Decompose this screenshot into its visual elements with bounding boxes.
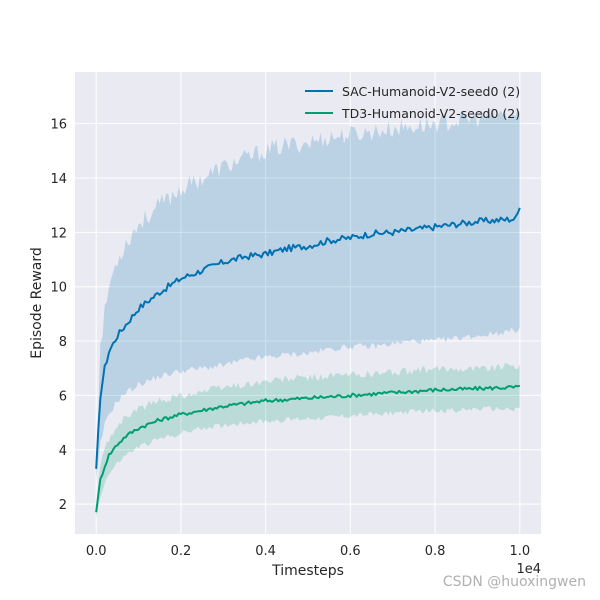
x-tick-label: 0.6 xyxy=(340,544,361,559)
confidence-bands xyxy=(96,107,520,518)
y-tick-label: 6 xyxy=(59,389,67,404)
y-tick-label: 4 xyxy=(59,444,67,459)
y-tick-labels: 2 4 6 8 10 12 14 16 xyxy=(50,118,67,513)
series-lines xyxy=(95,207,521,513)
plot-background xyxy=(75,72,541,534)
x-tick-label: 0.8 xyxy=(425,544,446,559)
x-tick-labels: 0.0 0.2 0.4 0.6 0.8 1.0 xyxy=(86,544,530,559)
y-axis-label: Episode Reward xyxy=(29,247,45,359)
y-tick-label: 16 xyxy=(50,118,67,133)
x-tick-label: 0.4 xyxy=(255,544,276,559)
legend-label-td3: TD3-Humanoid-V2-seed0 (2) xyxy=(341,106,520,121)
series-line-td3 xyxy=(95,384,520,513)
watermark-text: CSDN @huoxingwen xyxy=(442,574,586,590)
y-tick-label: 10 xyxy=(50,281,67,296)
x-tick-label: 0.2 xyxy=(171,544,192,559)
grid xyxy=(75,72,541,534)
y-tick-label: 12 xyxy=(50,226,67,241)
legend: SAC-Humanoid-V2-seed0 (2) TD3-Humanoid-V… xyxy=(305,84,520,121)
series-line-sac xyxy=(95,207,521,469)
y-tick-label: 2 xyxy=(59,498,67,513)
x-axis-label: Timesteps xyxy=(271,563,344,579)
confidence-band-sac xyxy=(96,107,520,480)
x-tick-label: 0.0 xyxy=(86,544,107,559)
legend-label-sac: SAC-Humanoid-V2-seed0 (2) xyxy=(342,84,520,99)
x-offset-label: 1e4 xyxy=(516,562,541,577)
confidence-band-td3 xyxy=(96,362,520,518)
x-tick-label: 1.0 xyxy=(509,544,530,559)
y-tick-label: 14 xyxy=(50,172,67,187)
y-tick-label: 8 xyxy=(59,335,67,350)
